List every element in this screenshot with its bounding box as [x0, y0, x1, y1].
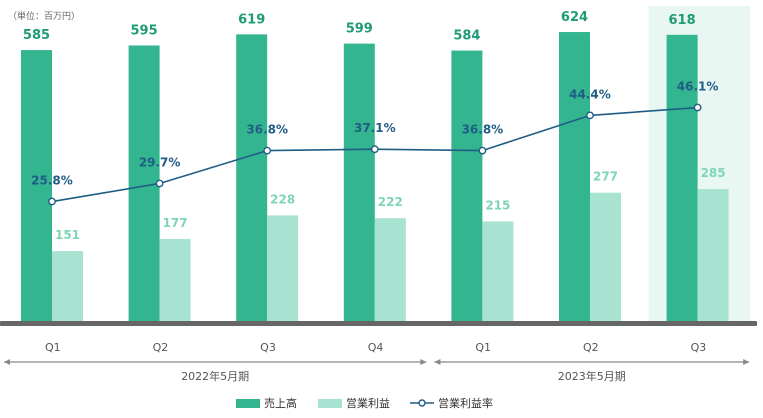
label-operating-profit: 215	[485, 198, 510, 212]
point-operating-margin	[586, 111, 594, 120]
x-axis-baseline	[0, 321, 757, 326]
point-operating-margin	[370, 145, 379, 154]
point-operating-margin	[693, 103, 702, 112]
bar-operating-profit	[52, 251, 83, 321]
label-operating-margin: 36.8%	[246, 123, 288, 137]
bar-operating-profit	[159, 239, 191, 321]
x-tick-label: Q1	[475, 341, 491, 354]
label-operating-profit: 285	[701, 166, 726, 180]
period-arrow-left	[4, 359, 10, 365]
bar-sales	[128, 45, 160, 321]
label-operating-profit: 277	[593, 170, 618, 184]
axis-layer: Q1 Q2 Q3 Q4 Q1 Q2 Q3 2022年5月期 2023年5月期	[0, 321, 757, 383]
period-arrow-left	[434, 359, 441, 365]
label-sales: 595	[131, 23, 158, 38]
label-layer: 585 151 595 177 619 228 599 222 584 215 624 277 618 2…	[23, 10, 726, 242]
label-operating-profit: 151	[55, 228, 80, 242]
label-operating-margin: 25.8%	[31, 174, 73, 188]
label-operating-margin: 29.7%	[139, 155, 181, 169]
bar-sales	[451, 50, 483, 321]
legend-marker-operating-margin	[418, 399, 426, 407]
x-tick-label: Q1	[45, 341, 61, 354]
label-sales: 624	[561, 10, 588, 25]
label-sales: 618	[669, 13, 696, 28]
point-operating-margin	[48, 197, 56, 206]
x-tick-label: Q4	[368, 341, 384, 354]
label-sales: 619	[238, 12, 265, 27]
bar-operating-profit	[374, 218, 406, 321]
line-layer	[48, 103, 702, 206]
period-label: 2022年5月期	[181, 369, 249, 383]
label-operating-margin: 44.4%	[569, 87, 611, 101]
bar-operating-profit	[482, 221, 514, 321]
label-sales: 599	[346, 22, 373, 37]
label-operating-margin: 37.1%	[354, 121, 396, 135]
label-sales: 585	[23, 28, 50, 43]
x-tick-label: Q2	[583, 341, 599, 354]
point-operating-margin	[478, 146, 487, 155]
bar-operating-profit	[590, 192, 621, 321]
legend-layer: 売上高 営業利益 営業利益率	[236, 396, 493, 410]
label-sales: 584	[453, 29, 480, 44]
legend-label-sales: 売上高	[264, 396, 297, 410]
x-tick-label: Q3	[691, 341, 707, 354]
legend-swatch-sales	[236, 399, 260, 408]
point-operating-margin	[155, 179, 164, 188]
bar-operating-profit	[697, 189, 729, 321]
point-operating-margin	[263, 146, 272, 155]
bar-sales	[21, 50, 52, 321]
legend-label-operating-margin: 営業利益率	[438, 396, 493, 410]
x-tick-label: Q3	[260, 341, 276, 354]
legend-label-operating-profit: 営業利益	[346, 396, 390, 410]
unit-note: （単位：百万円）	[8, 10, 80, 22]
period-arrow-right	[420, 359, 427, 365]
label-operating-profit: 177	[163, 216, 188, 230]
legend-swatch-operating-profit	[318, 399, 342, 408]
bar-sales	[666, 34, 698, 322]
bar-sales	[236, 34, 268, 322]
label-operating-margin: 36.8%	[462, 123, 504, 137]
period-label: 2023年5月期	[558, 369, 626, 383]
label-operating-profit: 222	[378, 195, 403, 209]
bar-sales	[559, 32, 590, 321]
x-tick-label: Q2	[153, 341, 169, 354]
period-arrow-right	[743, 359, 750, 365]
label-operating-profit: 228	[270, 192, 295, 206]
label-operating-margin: 46.1%	[677, 80, 719, 94]
bar-operating-profit	[267, 215, 299, 321]
bar-sales	[343, 43, 375, 322]
bar-layer	[21, 32, 729, 322]
